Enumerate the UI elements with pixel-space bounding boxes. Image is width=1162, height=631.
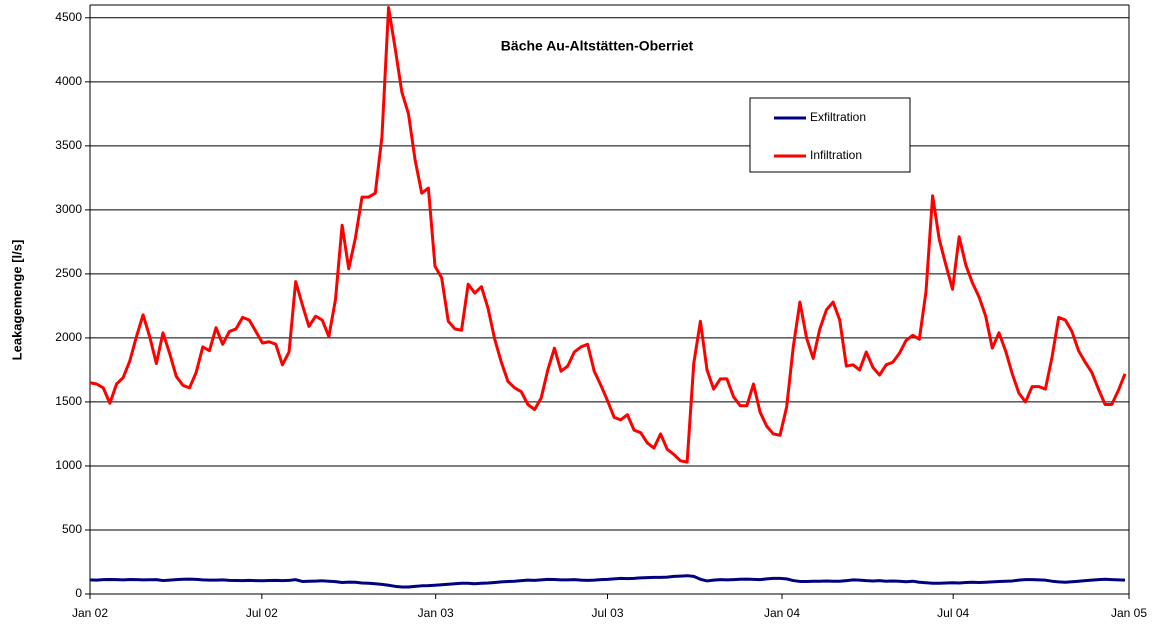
x-tick-label: Jan 04 bbox=[764, 606, 800, 620]
x-tick-label: Jan 03 bbox=[418, 606, 454, 620]
chart-title: Bäche Au-Altstätten-Oberriet bbox=[501, 38, 694, 54]
y-tick-label: 4500 bbox=[55, 10, 82, 24]
y-tick-label: 1500 bbox=[55, 394, 82, 408]
plot-area bbox=[90, 5, 1129, 594]
y-tick-label: 2000 bbox=[55, 330, 82, 344]
legend-label: Infiltration bbox=[810, 148, 862, 162]
y-tick-label: 3500 bbox=[55, 138, 82, 152]
lines bbox=[89, 6, 1127, 589]
x-tick-label: Jul 03 bbox=[591, 606, 623, 620]
y-tick-label: 2500 bbox=[55, 266, 82, 280]
x-tick-label: Jul 02 bbox=[246, 606, 278, 620]
x-tick-label: Jul 04 bbox=[937, 606, 969, 620]
legend-label: Exfiltration bbox=[810, 110, 866, 124]
x-tick-label: Jan 02 bbox=[72, 606, 108, 620]
y-tick-label: 3000 bbox=[55, 202, 82, 216]
y-tick-label: 1000 bbox=[55, 458, 82, 472]
x-tick-label: Jan 05 bbox=[1111, 606, 1147, 620]
y-tick-label: 0 bbox=[75, 586, 82, 600]
y-axis-label: Leakagemenge [l/s] bbox=[9, 240, 24, 361]
grid bbox=[85, 4, 1130, 599]
legend-box bbox=[749, 97, 911, 173]
y-tick-label: 500 bbox=[62, 522, 82, 536]
data-line bbox=[89, 574, 1126, 589]
y-tick-label: 4000 bbox=[55, 74, 82, 88]
data-line bbox=[89, 6, 1127, 464]
